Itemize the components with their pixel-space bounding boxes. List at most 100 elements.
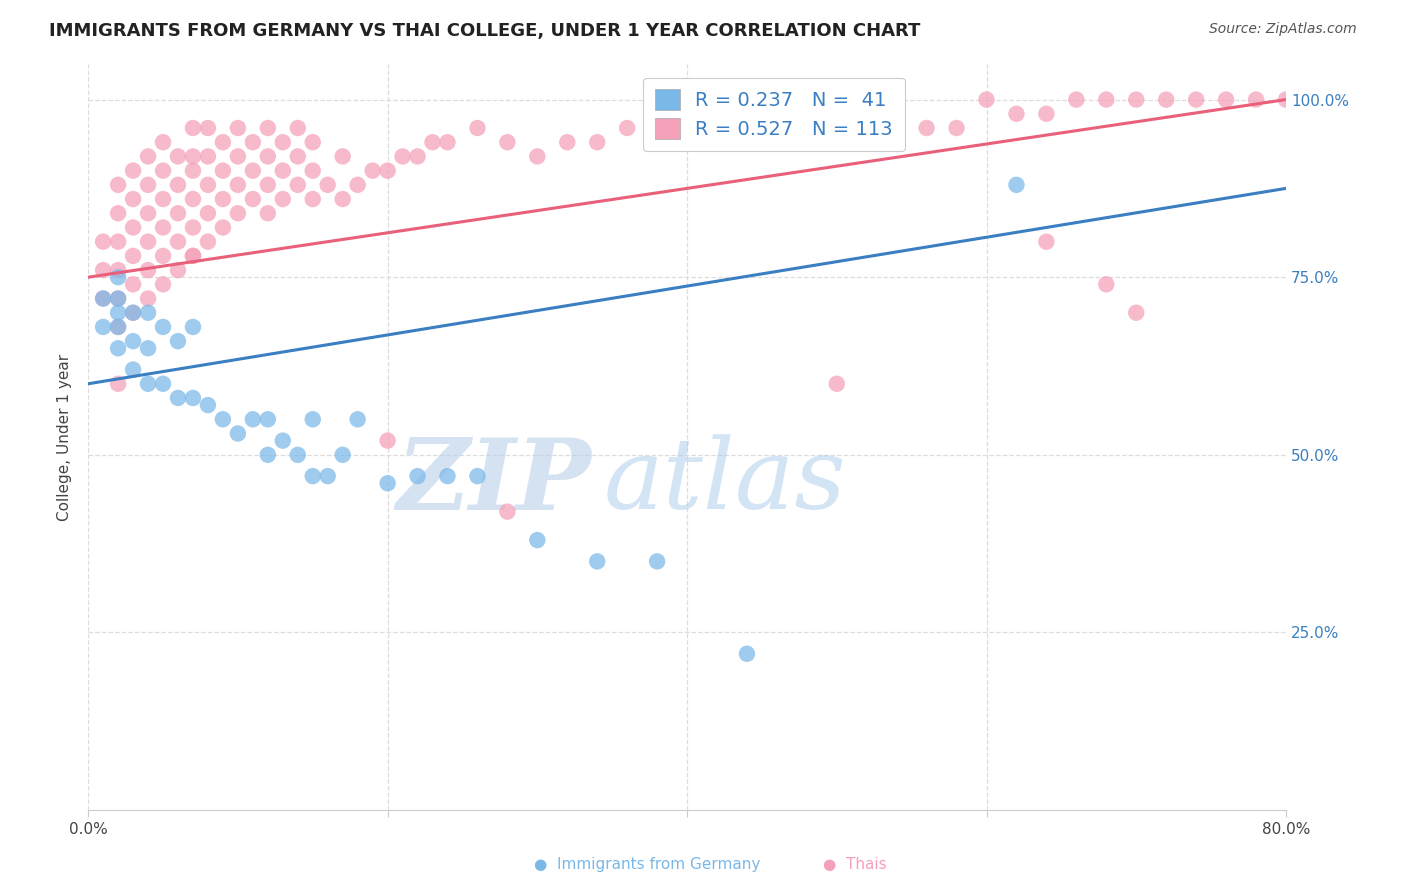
- Point: [226, 178, 249, 192]
- Point: [122, 249, 145, 263]
- Point: [122, 192, 145, 206]
- Point: [167, 206, 190, 220]
- Point: [256, 178, 278, 192]
- Point: [181, 220, 204, 235]
- Point: [467, 121, 489, 136]
- Point: [915, 121, 938, 136]
- Point: [301, 412, 323, 426]
- Text: Source: ZipAtlas.com: Source: ZipAtlas.com: [1209, 22, 1357, 37]
- Point: [706, 121, 728, 136]
- Point: [287, 178, 309, 192]
- Point: [152, 277, 174, 292]
- Point: [136, 341, 159, 355]
- Point: [91, 292, 114, 306]
- Point: [377, 163, 399, 178]
- Point: [122, 163, 145, 178]
- Point: [242, 135, 264, 149]
- Point: [332, 192, 354, 206]
- Point: [107, 341, 129, 355]
- Point: [181, 249, 204, 263]
- Point: [855, 121, 877, 136]
- Point: [256, 149, 278, 163]
- Point: [122, 362, 145, 376]
- Point: [301, 163, 323, 178]
- Point: [91, 320, 114, 334]
- Point: [212, 163, 235, 178]
- Text: ●  Thais: ● Thais: [823, 857, 886, 872]
- Point: [271, 163, 294, 178]
- Point: [122, 277, 145, 292]
- Point: [136, 263, 159, 277]
- Text: ZIP: ZIP: [396, 434, 592, 530]
- Point: [796, 121, 818, 136]
- Point: [1125, 93, 1147, 107]
- Point: [436, 135, 458, 149]
- Point: [181, 121, 204, 136]
- Point: [1125, 306, 1147, 320]
- Point: [107, 178, 129, 192]
- Point: [271, 135, 294, 149]
- Point: [586, 554, 609, 568]
- Point: [1066, 93, 1088, 107]
- Point: [287, 121, 309, 136]
- Point: [107, 376, 129, 391]
- Point: [107, 235, 129, 249]
- Point: [136, 178, 159, 192]
- Point: [152, 249, 174, 263]
- Point: [825, 376, 848, 391]
- Text: atlas: atlas: [603, 434, 846, 530]
- Point: [526, 149, 548, 163]
- Point: [645, 554, 668, 568]
- Point: [242, 192, 264, 206]
- Point: [122, 306, 145, 320]
- Point: [256, 121, 278, 136]
- Point: [212, 135, 235, 149]
- Point: [945, 121, 967, 136]
- Point: [107, 320, 129, 334]
- Point: [152, 192, 174, 206]
- Point: [107, 270, 129, 285]
- Point: [107, 306, 129, 320]
- Text: IMMIGRANTS FROM GERMANY VS THAI COLLEGE, UNDER 1 YEAR CORRELATION CHART: IMMIGRANTS FROM GERMANY VS THAI COLLEGE,…: [49, 22, 921, 40]
- Point: [181, 249, 204, 263]
- Point: [332, 149, 354, 163]
- Point: [136, 149, 159, 163]
- Point: [422, 135, 444, 149]
- Point: [197, 178, 219, 192]
- Point: [526, 533, 548, 547]
- Point: [212, 220, 235, 235]
- Point: [197, 206, 219, 220]
- Point: [467, 469, 489, 483]
- Point: [377, 434, 399, 448]
- Point: [167, 178, 190, 192]
- Point: [167, 391, 190, 405]
- Point: [645, 135, 668, 149]
- Y-axis label: College, Under 1 year: College, Under 1 year: [58, 353, 72, 521]
- Point: [107, 206, 129, 220]
- Point: [825, 107, 848, 121]
- Point: [226, 121, 249, 136]
- Point: [1005, 107, 1028, 121]
- Point: [316, 178, 339, 192]
- Point: [122, 334, 145, 348]
- Point: [287, 149, 309, 163]
- Point: [136, 235, 159, 249]
- Point: [436, 469, 458, 483]
- Point: [197, 235, 219, 249]
- Point: [1244, 93, 1267, 107]
- Point: [167, 235, 190, 249]
- Point: [316, 469, 339, 483]
- Point: [496, 135, 519, 149]
- Point: [735, 121, 758, 136]
- Point: [122, 220, 145, 235]
- Point: [197, 149, 219, 163]
- Point: [1185, 93, 1208, 107]
- Point: [1005, 178, 1028, 192]
- Point: [886, 107, 908, 121]
- Point: [406, 149, 429, 163]
- Point: [107, 263, 129, 277]
- Point: [91, 263, 114, 277]
- Point: [181, 320, 204, 334]
- Point: [197, 398, 219, 412]
- Point: [332, 448, 354, 462]
